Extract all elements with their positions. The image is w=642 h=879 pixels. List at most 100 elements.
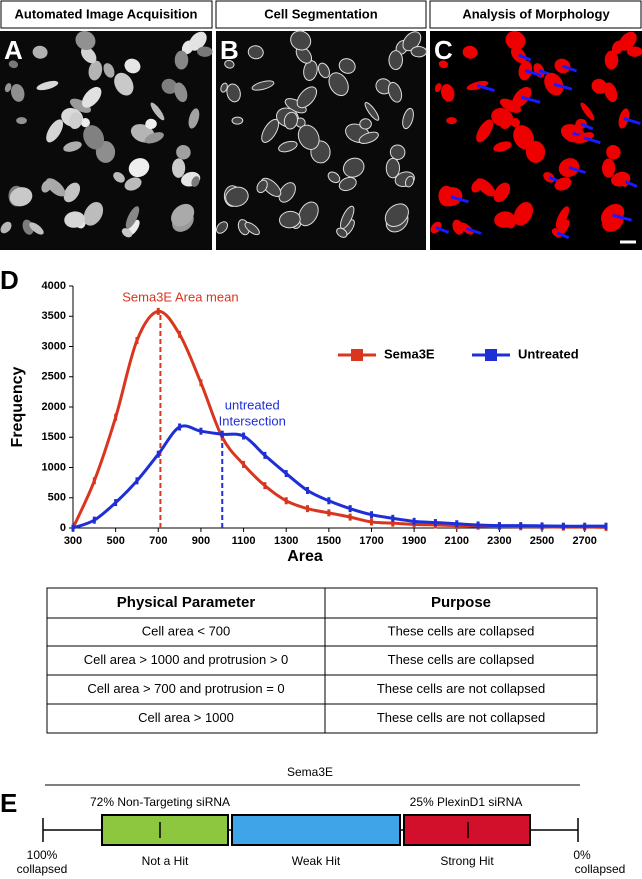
point: [284, 497, 288, 505]
cell: [29, 222, 44, 235]
cell: [387, 81, 403, 103]
cell: [338, 176, 357, 192]
cell: [511, 86, 532, 108]
cell: [410, 45, 427, 58]
point: [156, 450, 160, 458]
cell: [317, 62, 330, 79]
table-cell: These cells are collapsed: [388, 652, 535, 667]
table-cell: Cell area > 1000: [138, 710, 234, 725]
cell: [462, 45, 478, 59]
cell: [279, 210, 301, 229]
cell: [46, 119, 64, 143]
cell: [606, 144, 621, 160]
cell: [0, 221, 12, 234]
cell: [493, 182, 511, 203]
protrusion: [521, 95, 541, 104]
legend-marker: [351, 349, 363, 361]
protrusion: [518, 53, 532, 62]
cell: [36, 80, 59, 91]
point: [540, 522, 544, 530]
cell: [244, 221, 260, 236]
table-header: Physical Parameter: [117, 594, 256, 611]
cell: [296, 86, 318, 109]
scale-end-label: collapsed: [575, 862, 626, 876]
x-tick-label: 300: [64, 535, 82, 547]
table-cell: These cells are not collapsed: [377, 710, 545, 725]
cell: [364, 102, 380, 121]
scale-end-label: collapsed: [17, 862, 68, 876]
x-tick-label: 1300: [274, 535, 298, 547]
scale-segment-label: Strong Hit: [440, 854, 494, 868]
cell: [188, 31, 207, 51]
point: [391, 519, 395, 527]
cell: [81, 46, 97, 64]
annotation: Sema3E Area mean: [122, 289, 238, 304]
cell: [499, 112, 513, 130]
point: [242, 460, 246, 468]
table-cell: Cell area < 700: [142, 623, 231, 638]
cell: [580, 102, 595, 121]
point: [156, 307, 160, 315]
x-tick-label: 2100: [445, 535, 469, 547]
protrusion: [580, 122, 594, 131]
scale-segment: [231, 814, 401, 846]
cell: [297, 124, 320, 150]
cell: [191, 176, 200, 187]
cell: [328, 72, 349, 97]
cell: [83, 202, 104, 226]
panel-letter: A: [4, 35, 23, 65]
cell: [434, 83, 442, 93]
cell: [125, 206, 140, 229]
point: [284, 470, 288, 478]
panel-letter: B: [220, 35, 239, 65]
panel-letter: E: [0, 788, 17, 818]
point: [412, 517, 416, 525]
cell: [389, 144, 406, 160]
cell: [591, 78, 608, 94]
x-tick-label: 500: [106, 535, 124, 547]
cell: [41, 180, 52, 193]
cell: [384, 203, 409, 227]
y-tick-label: 3500: [42, 310, 66, 322]
cell: [171, 158, 186, 178]
protrusion: [450, 195, 469, 204]
legend-marker: [485, 349, 497, 361]
scale-end-label: 100%: [27, 848, 58, 862]
x-tick-label: 2300: [487, 535, 511, 547]
cell: [83, 125, 105, 150]
cell: [10, 83, 25, 102]
cell: [402, 31, 422, 52]
x-tick-label: 2700: [572, 535, 596, 547]
y-tick-label: 1000: [42, 461, 66, 473]
series-line: [71, 309, 607, 529]
point: [199, 427, 203, 435]
protrusion: [568, 166, 587, 175]
point: [242, 432, 246, 440]
cell: [81, 86, 102, 108]
point: [583, 522, 587, 530]
y-tick-label: 2000: [42, 401, 66, 413]
scale-marker-label: 25% PlexinD1 siRNA: [410, 795, 523, 809]
protrusion: [465, 227, 482, 235]
y-tick-label: 0: [60, 522, 66, 534]
cell: [124, 177, 142, 191]
cell: [510, 118, 520, 128]
point: [178, 330, 182, 338]
cell: [16, 117, 27, 125]
scale-segment: [101, 814, 229, 846]
cell: [493, 141, 512, 152]
cell: [225, 186, 249, 207]
cell: [247, 45, 264, 60]
protrusion: [623, 117, 641, 125]
panel-header: Analysis of Morphology: [462, 6, 610, 21]
scale-segment-label: Weak Hit: [292, 854, 341, 868]
cell: [513, 202, 534, 226]
scale-title: Sema3E: [287, 765, 333, 779]
point: [71, 524, 75, 532]
cell: [103, 63, 115, 78]
cell: [251, 80, 275, 91]
point: [135, 477, 139, 485]
point: [561, 522, 565, 530]
point: [497, 522, 501, 530]
